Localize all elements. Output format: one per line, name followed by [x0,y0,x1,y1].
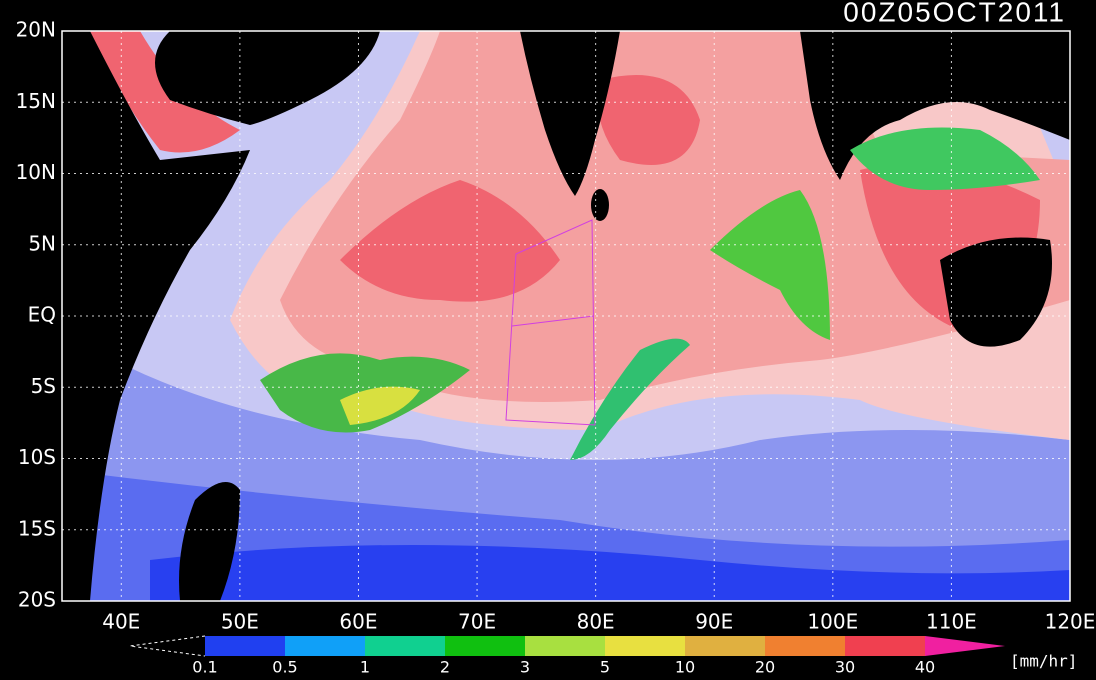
lon-label: 100E [807,610,858,634]
colorbar-label: 0.1 [192,658,217,677]
lat-label: 20S [18,588,56,612]
colorbar-segment [445,636,525,656]
rain-cell [340,386,420,425]
lat-label: 10N [16,160,56,184]
colorbar-label: 20 [755,658,775,677]
land-africa [62,31,250,601]
rain-band [150,545,1070,601]
land-madagascar [179,482,240,601]
rain-band [90,31,1040,330]
colorbar-label: 2 [440,658,450,677]
lat-label: EQ [28,303,56,327]
rain-cell [710,190,830,340]
colorbar-segment [365,636,445,656]
lat-label: 15S [18,516,56,540]
lat-label: 5S [31,374,56,398]
colorbar-segment [285,636,365,656]
colorbar-unit: [mm/hr] [1010,652,1077,671]
rain-band [280,31,1070,402]
land-arabia [155,31,380,125]
map-title: 00Z05OCT2011 [843,0,1066,27]
grid [62,31,1070,601]
colorbar-segment [525,636,605,656]
colorbar-label: 5 [600,658,610,677]
lon-label: 60E [339,610,377,634]
lon-label: 120E [1045,610,1096,634]
colorbar-label: 3 [520,658,530,677]
colorbar-segment [605,636,685,656]
rain-cell [570,338,690,460]
colorbar-over [925,636,1005,656]
colorbar-segment [845,636,925,656]
rain-cell [850,127,1040,190]
lat-label: 20N [16,18,56,42]
region-outline [505,219,596,426]
lat-label: 15N [16,89,56,113]
lon-label: 40E [102,610,140,634]
colorbar-segment [765,636,845,656]
colorbar-under [129,635,206,657]
colorbar-label: 10 [675,658,695,677]
lon-label: 110E [926,610,977,634]
lon-label: 80E [577,610,615,634]
lon-label: 50E [221,610,259,634]
land-seasia [800,31,1070,180]
lon-label: 70E [458,610,496,634]
land-india [520,31,620,196]
colorbar: 0.1 0.5 1 2 3 5 10 20 30 40 [mm/hr] [129,635,1077,677]
colorbar-label: 0.5 [272,658,297,677]
colorbar-label: 1 [360,658,370,677]
colorbar-label: 30 [835,658,855,677]
land-srilanka [591,189,609,221]
lon-label: 90E [695,610,733,634]
plot-frame [61,30,1071,602]
land-borneo [940,237,1052,347]
colorbar-label: 40 [915,658,935,677]
colorbar-segment [685,636,765,656]
colorbar-segment [205,636,285,656]
lat-label: 5N [28,231,56,255]
lat-label: 10S [18,445,56,469]
